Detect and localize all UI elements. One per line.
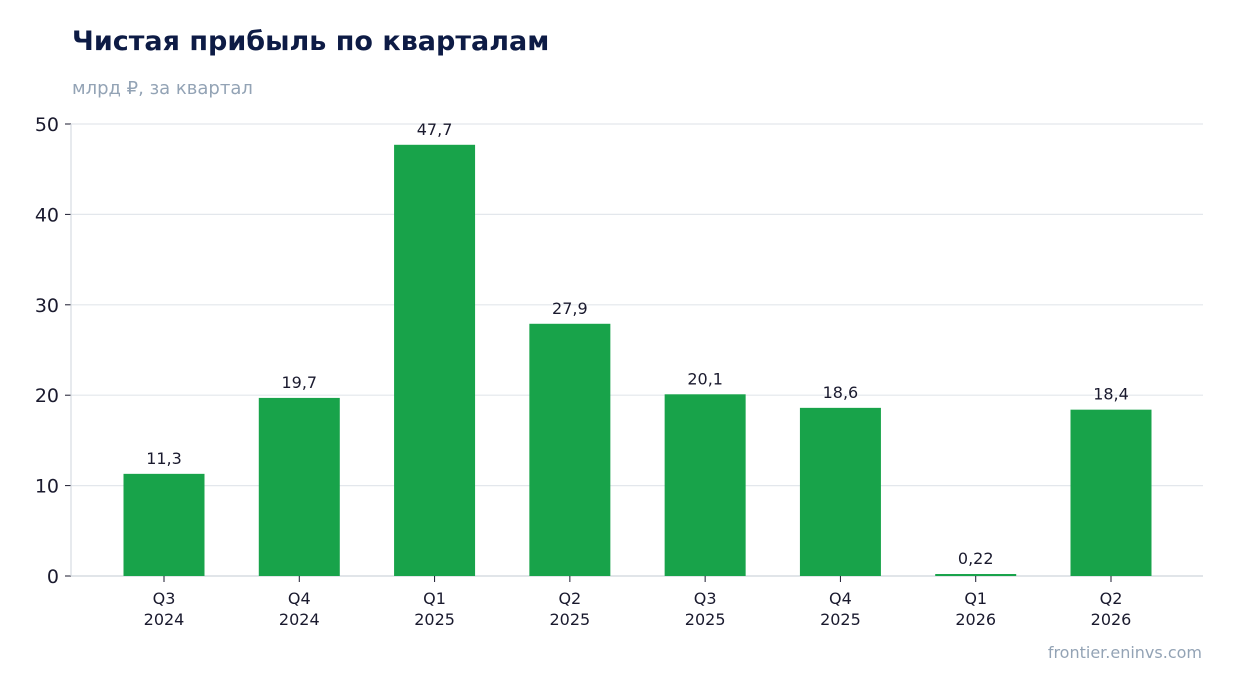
y-tick-label: 40 (35, 204, 59, 226)
data-label: 11,3 (146, 449, 182, 468)
x-tick-label: Q1 (964, 589, 987, 608)
y-tick-label: 50 (35, 114, 59, 136)
x-tick-label: Q4 (829, 589, 852, 608)
x-tick-label: 2024 (279, 610, 320, 629)
chart-subtitle: млрд ₽, за квартал (72, 78, 253, 99)
bar (664, 394, 746, 576)
chart-title: Чистая прибыль по кварталам (72, 26, 550, 57)
x-tick-label: Q4 (288, 589, 311, 608)
data-label: 18,4 (1093, 385, 1129, 404)
data-label: 27,9 (552, 299, 588, 318)
bar (935, 574, 1017, 576)
x-tick-label: 2026 (1091, 610, 1132, 629)
x-tick-label: 2025 (685, 610, 726, 629)
y-tick-label: 10 (35, 476, 59, 498)
x-tick-label: 2025 (414, 610, 455, 629)
x-tick-label: 2026 (955, 610, 996, 629)
x-tick-label: Q2 (558, 589, 581, 608)
source-link[interactable]: frontier.eninvs.com (1047, 643, 1202, 662)
data-label: 47,7 (417, 120, 453, 139)
y-tick-label: 0 (47, 566, 59, 588)
bar (1070, 409, 1152, 576)
x-tick-label: 2025 (820, 610, 861, 629)
x-tick-label: Q3 (153, 589, 176, 608)
data-label: 20,1 (687, 369, 723, 388)
y-tick-label: 20 (35, 385, 59, 407)
data-label: 18,6 (823, 383, 859, 402)
x-tick-label: Q1 (423, 589, 446, 608)
x-tick-label: 2024 (144, 610, 185, 629)
data-label: 0,22 (958, 549, 994, 568)
bar (123, 473, 205, 576)
y-tick-label: 30 (35, 295, 59, 317)
bar (394, 144, 476, 577)
bar (799, 407, 881, 576)
data-label: 19,7 (281, 373, 317, 392)
x-tick-label: Q2 (1100, 589, 1123, 608)
x-tick-label: 2025 (549, 610, 590, 629)
x-tick-label: Q3 (694, 589, 717, 608)
bar (529, 323, 611, 576)
bar (258, 397, 340, 576)
